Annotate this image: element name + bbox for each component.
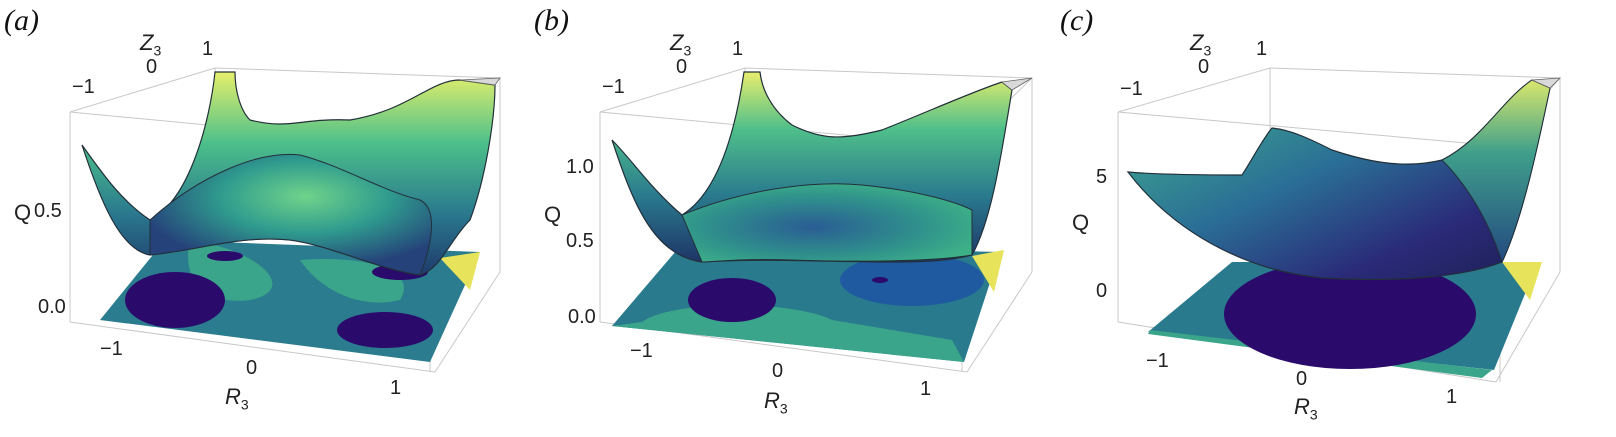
panel-label: (c) <box>1060 4 1094 37</box>
surface <box>611 71 1033 263</box>
y-axis-var: Z <box>140 30 154 55</box>
panel-a-plot <box>69 67 501 373</box>
q-tick-1: 0.5 <box>34 200 62 222</box>
q-tick-1: 0.5 <box>566 230 594 252</box>
y-axis-sub: 3 <box>153 42 162 59</box>
x-axis-sub: 3 <box>240 396 249 413</box>
floor-contour <box>1148 259 1542 378</box>
z-tick-1: 0 <box>146 56 158 78</box>
y-axis-var: Z <box>1190 30 1204 55</box>
q-axis-title: Q <box>1072 210 1090 235</box>
z-tick-0: −1 <box>72 76 95 98</box>
r-tick-0: −1 <box>1146 350 1169 372</box>
panel-c-plot <box>1117 67 1562 383</box>
z-tick-1: 0 <box>676 56 688 78</box>
r-tick-2: 1 <box>390 377 402 399</box>
x-axis-var: R <box>225 384 241 409</box>
q-tick-0: 0.0 <box>38 296 66 318</box>
surface <box>81 71 501 276</box>
floor-contour <box>612 244 1004 362</box>
q-tick-1: 5 <box>1096 166 1108 188</box>
z-tick-2: 1 <box>732 38 744 60</box>
x-axis-title: R3 <box>225 384 249 412</box>
panel-b-plot <box>599 67 1033 373</box>
y-axis-title: Z3 <box>670 30 691 58</box>
q-tick-2: 1.0 <box>566 156 594 178</box>
y-axis-title: Z3 <box>1190 30 1211 58</box>
r-tick-1: 0 <box>246 357 258 379</box>
x-axis-var: R <box>1294 394 1310 419</box>
r-tick-2: 1 <box>920 378 932 400</box>
q-tick-0: 0 <box>1096 280 1108 302</box>
panel-a: (a) Z3 −1 0 1 Q 0.0 0.5 −1 0 1 R3 <box>0 0 530 437</box>
z-tick-0: −1 <box>602 76 625 98</box>
x-axis-sub: 3 <box>1309 406 1318 423</box>
q-axis-title: Q <box>14 200 32 225</box>
x-axis-title: R3 <box>1294 394 1318 422</box>
z-tick-2: 1 <box>1256 38 1268 60</box>
r-tick-0: −1 <box>100 338 123 360</box>
z-tick-0: −1 <box>1120 78 1143 100</box>
y-axis-sub: 3 <box>1203 42 1212 59</box>
floor-contour <box>100 240 480 362</box>
z-tick-2: 1 <box>202 38 214 60</box>
x-axis-var: R <box>764 388 780 413</box>
r-tick-0: −1 <box>630 340 653 362</box>
panel-c: (c) Z3 −1 0 1 Q 0 5 −1 0 1 R3 <box>1060 0 1592 437</box>
q-tick-0: 0.0 <box>568 306 596 328</box>
r-tick-1: 0 <box>1296 368 1308 390</box>
z-tick-1: 0 <box>1198 56 1210 78</box>
surface <box>1126 77 1562 281</box>
x-axis-sub: 3 <box>779 400 788 417</box>
r-tick-2: 1 <box>1446 386 1458 408</box>
y-axis-var: Z <box>670 30 684 55</box>
panel-b: (b) Z3 −1 0 1 Q 0.0 0.5 1.0 −1 0 1 R3 <box>532 0 1062 437</box>
panel-label: (a) <box>4 4 39 37</box>
y-axis-title: Z3 <box>140 30 161 58</box>
panel-label: (b) <box>534 4 569 37</box>
q-axis-title: Q <box>544 202 562 227</box>
y-axis-sub: 3 <box>683 42 692 59</box>
x-axis-title: R3 <box>764 388 788 416</box>
r-tick-1: 0 <box>772 360 784 382</box>
